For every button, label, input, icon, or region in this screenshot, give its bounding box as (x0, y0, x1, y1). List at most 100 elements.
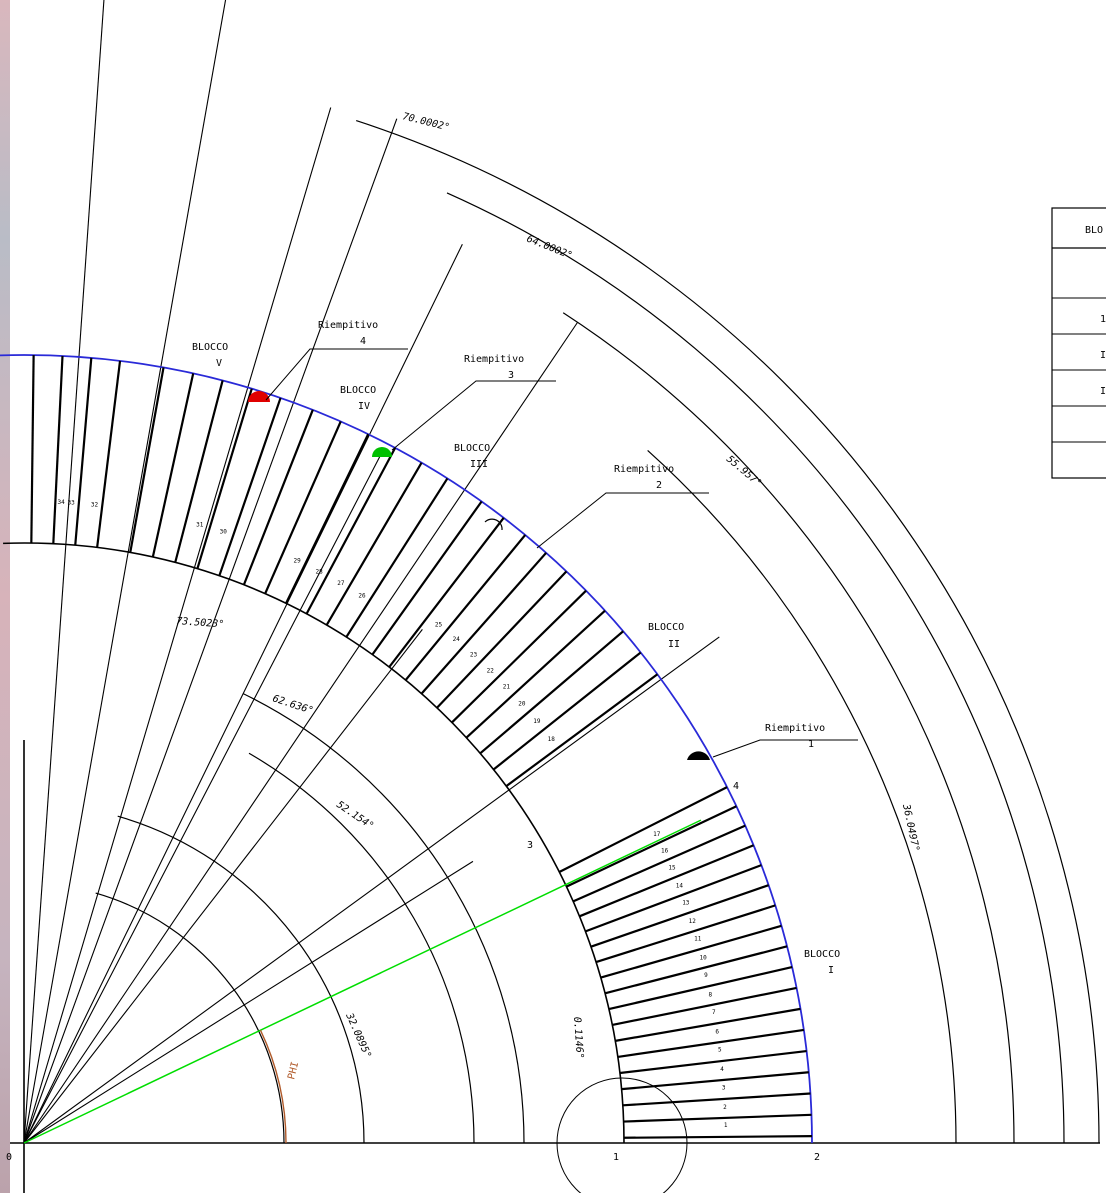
block-legend-table: BLO 1 I I (1051, 207, 1106, 479)
block-2-numeral: II (668, 639, 680, 650)
radial-line (23, 629, 423, 1144)
dimension-arc (95, 892, 285, 1144)
conductor-strand (619, 1049, 807, 1075)
conductor-strand (345, 477, 449, 638)
conductor-number: 10 (700, 954, 708, 961)
coil-inner-boundary (3, 542, 625, 1144)
conductor-strand (608, 966, 793, 1011)
conductor-number: 25 (435, 621, 443, 628)
spacer-4-marker (248, 391, 270, 402)
conductor-strand (565, 805, 737, 888)
spacer-1-title: Riempitivo (765, 723, 825, 734)
block-5-title: BLOCCO (192, 342, 228, 353)
block-1-numeral: I (828, 965, 834, 976)
phi-line (23, 819, 702, 1144)
dimension-arc (562, 312, 1015, 1144)
angle-73: 73.5023° (176, 616, 225, 630)
conductor-strand (285, 433, 370, 604)
conductor-strand (242, 409, 314, 586)
left-edge-strip (0, 0, 10, 1193)
point-4: 4 (733, 781, 739, 792)
radial-line (23, 0, 105, 1144)
conductor-strand (579, 844, 755, 918)
angle-55: 55.957° (724, 454, 763, 490)
radial-line (23, 450, 384, 1144)
block-1-title: BLOCCO (804, 949, 840, 960)
spacer-3-marker (372, 447, 392, 457)
conductor-strand (264, 421, 342, 595)
block-4-numeral: IV (358, 401, 370, 412)
conductor-strand (604, 945, 788, 995)
conductor-number: 19 (533, 718, 541, 725)
conductor-number: 8 (708, 991, 712, 998)
point-1: 1 (613, 1152, 619, 1163)
angle-70: 70.0002° (401, 111, 450, 133)
radial-line (23, 0, 227, 1144)
conductor-number: 11 (694, 936, 702, 943)
spacer-1-number: 1 (808, 739, 814, 750)
conductor-strand (572, 824, 746, 903)
dimension-arc (356, 120, 1100, 1144)
conductor-number: 32 (91, 502, 99, 509)
phi-arc (259, 1029, 287, 1144)
conductor-number: 12 (689, 918, 697, 925)
spacer-3-leader (391, 380, 556, 451)
conductor-strand (465, 609, 606, 739)
coil-outer-boundary (0, 354, 813, 1144)
spacer-2-number: 2 (656, 480, 662, 491)
angle-36: 36.0497° (900, 802, 921, 852)
conductor-strand (325, 462, 423, 626)
point-2: 2 (814, 1152, 820, 1163)
conductor-strand (612, 986, 797, 1026)
concentric-arcs (95, 120, 1100, 1144)
conductor-number: 14 (676, 883, 684, 890)
radial-line (23, 118, 398, 1144)
conductor-strand (600, 924, 782, 979)
radial-line (23, 243, 463, 1144)
conductor-number: 13 (682, 900, 690, 907)
conductor-strand (305, 447, 397, 615)
conductor-strand (151, 373, 195, 558)
conductor-number: 2 (723, 1104, 727, 1111)
conductor-number: 18 (548, 736, 556, 743)
spacer-4-title: Riempitivo (318, 320, 378, 331)
conductor-strand (218, 397, 282, 577)
conductor-number: 23 (470, 651, 478, 658)
conductor-strand (595, 904, 776, 964)
conductor-strand (451, 589, 587, 724)
conductor-strand (96, 360, 122, 548)
angle-52: 52.154° (334, 799, 375, 832)
conductor-number: 27 (337, 580, 345, 587)
conductor-strand (615, 1007, 801, 1042)
conductor-strand (30, 355, 35, 544)
conductor-strand (617, 1028, 805, 1058)
spacer-4-number: 4 (360, 336, 366, 347)
conductor-strand (436, 570, 568, 709)
conductor-number: 34 (57, 499, 65, 506)
spacer-2-leader (536, 492, 709, 549)
conductor-strand (558, 786, 728, 873)
block-3-title: BLOCCO (454, 443, 490, 454)
conductor-strand (420, 552, 547, 695)
block-5-numeral: V (216, 358, 222, 369)
conductor-number: 15 (668, 864, 676, 871)
conductor-strand (585, 864, 762, 933)
coil-ring (0, 354, 813, 1144)
conductor-number: 7 (712, 1009, 716, 1016)
dimension-arc (647, 449, 957, 1144)
spacer-4-leader (265, 348, 408, 401)
legend-row-2: 1 (1100, 314, 1106, 325)
conductor-lines (30, 355, 812, 1139)
conductor-number: 28 (316, 568, 324, 575)
conductor-strand (621, 1071, 809, 1091)
conductor-number: 21 (503, 684, 511, 691)
radial-line (23, 107, 332, 1144)
conductor-strand (371, 500, 483, 656)
radial-line (23, 321, 579, 1144)
conductor-number: 9 (704, 972, 708, 979)
conductor-number: 22 (487, 667, 495, 674)
conductor-strand (52, 355, 64, 544)
conductor-number: 30 (220, 529, 228, 536)
dimension-arc (248, 752, 475, 1144)
